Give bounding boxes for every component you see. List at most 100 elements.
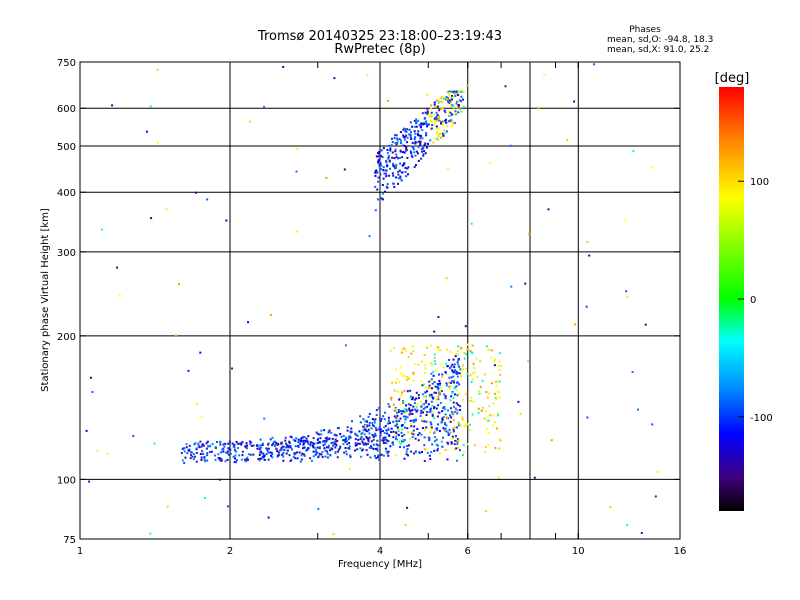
- f-region-point: [443, 132, 446, 135]
- o-mode-point: [446, 458, 449, 461]
- o-mode-point: [376, 439, 379, 442]
- f-region-point: [385, 161, 388, 164]
- x-mode-point: [411, 431, 414, 434]
- o-mode-point: [333, 442, 336, 445]
- f-region-point: [421, 147, 424, 150]
- o-mode-point: [442, 427, 445, 430]
- f-region-point: [435, 125, 438, 128]
- f-region-point: [388, 174, 391, 177]
- o-mode-point: [271, 444, 274, 447]
- o-mode-point: [379, 419, 382, 422]
- x-mode-point: [395, 408, 398, 411]
- f-region-point: [414, 164, 417, 167]
- o-mode-point: [364, 428, 367, 431]
- o-mode-point: [246, 456, 249, 459]
- x-mode-point: [485, 345, 488, 348]
- noise-point: [317, 507, 320, 510]
- f-region-point: [396, 137, 399, 140]
- f-region-point: [395, 165, 398, 168]
- y-tick-label: 600: [57, 104, 76, 115]
- o-mode-point: [193, 443, 196, 446]
- f-region-point: [447, 114, 450, 117]
- f-region-point: [397, 157, 400, 160]
- o-mode-point: [430, 372, 433, 375]
- o-mode-point: [417, 439, 420, 442]
- x-tick-label: 4: [377, 546, 383, 557]
- x-mode-point: [410, 352, 413, 355]
- o-mode-point: [450, 416, 453, 419]
- f-region-point: [419, 140, 422, 143]
- o-mode-point: [346, 443, 349, 446]
- o-mode-point: [302, 453, 305, 456]
- f-region-point: [388, 160, 391, 163]
- o-mode-point: [408, 408, 411, 411]
- f-region-point: [455, 102, 458, 105]
- o-mode-point: [395, 417, 398, 420]
- x-mode-point: [395, 368, 398, 371]
- o-mode-point: [422, 407, 425, 410]
- f-region-point: [452, 108, 455, 111]
- x-mode-point: [401, 439, 404, 442]
- o-mode-point: [384, 411, 387, 414]
- x-mode-point: [421, 403, 424, 406]
- x-mode-point: [470, 396, 473, 399]
- o-mode-point: [323, 440, 326, 443]
- f-region-point: [402, 144, 405, 147]
- o-mode-point: [312, 444, 315, 447]
- f-region-point: [384, 169, 387, 172]
- o-mode-point: [292, 438, 295, 441]
- o-mode-point: [454, 435, 457, 438]
- o-mode-point: [368, 421, 371, 424]
- f-region-point: [420, 157, 423, 160]
- x-mode-point: [453, 387, 456, 390]
- o-mode-point: [441, 418, 444, 421]
- noise-point: [296, 230, 299, 233]
- o-mode-point: [401, 424, 404, 427]
- o-mode-point: [449, 382, 452, 385]
- o-mode-point: [241, 454, 244, 457]
- f-region-point: [417, 119, 420, 122]
- o-mode-point: [415, 410, 418, 413]
- x-mode-point: [422, 383, 425, 386]
- x-mode-point: [498, 438, 501, 441]
- o-mode-point: [373, 419, 376, 422]
- o-mode-point: [437, 404, 440, 407]
- x-mode-point: [494, 396, 497, 399]
- o-mode-point: [219, 457, 222, 460]
- o-mode-point: [365, 430, 368, 433]
- o-mode-point: [306, 441, 309, 444]
- o-mode-point: [345, 450, 348, 453]
- o-mode-point: [235, 450, 238, 453]
- o-mode-point: [356, 442, 359, 445]
- f-region-point: [435, 119, 438, 122]
- o-mode-point: [443, 406, 446, 409]
- o-mode-point: [398, 419, 401, 422]
- o-mode-point: [390, 431, 393, 434]
- x-mode-point: [491, 382, 494, 385]
- x-mode-point: [392, 403, 395, 406]
- o-mode-point: [316, 451, 319, 454]
- o-mode-point: [428, 380, 431, 383]
- o-mode-point: [249, 443, 252, 446]
- o-mode-point: [431, 382, 434, 385]
- o-mode-point: [207, 445, 210, 448]
- o-mode-point: [404, 404, 407, 407]
- f-region-point: [399, 150, 402, 153]
- o-mode-point: [395, 438, 398, 441]
- o-mode-point: [333, 433, 336, 436]
- o-mode-point: [455, 426, 458, 429]
- f-region-point: [404, 170, 407, 173]
- o-mode-point: [286, 449, 289, 452]
- f-region-point: [446, 90, 449, 93]
- o-mode-point: [288, 454, 291, 457]
- noise-point: [593, 63, 596, 66]
- f-region-point: [435, 111, 438, 114]
- noise-point: [609, 506, 612, 509]
- o-mode-point: [366, 437, 369, 440]
- noise-point: [437, 316, 440, 319]
- o-mode-point: [459, 408, 462, 411]
- o-mode-point: [438, 379, 441, 382]
- x-mode-point: [409, 396, 412, 399]
- o-mode-point: [229, 452, 232, 455]
- f-region-point: [387, 156, 390, 159]
